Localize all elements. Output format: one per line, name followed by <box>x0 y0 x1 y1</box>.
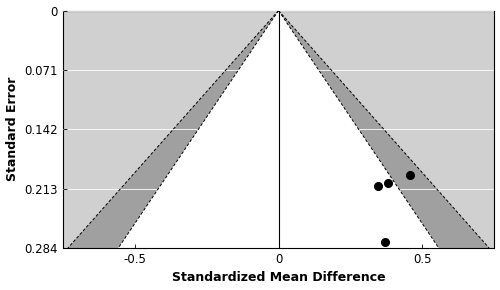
Polygon shape <box>278 10 489 248</box>
Y-axis label: Standard Error: Standard Error <box>6 77 18 182</box>
Polygon shape <box>68 10 278 248</box>
X-axis label: Standardized Mean Difference: Standardized Mean Difference <box>172 271 386 284</box>
Polygon shape <box>118 10 439 248</box>
